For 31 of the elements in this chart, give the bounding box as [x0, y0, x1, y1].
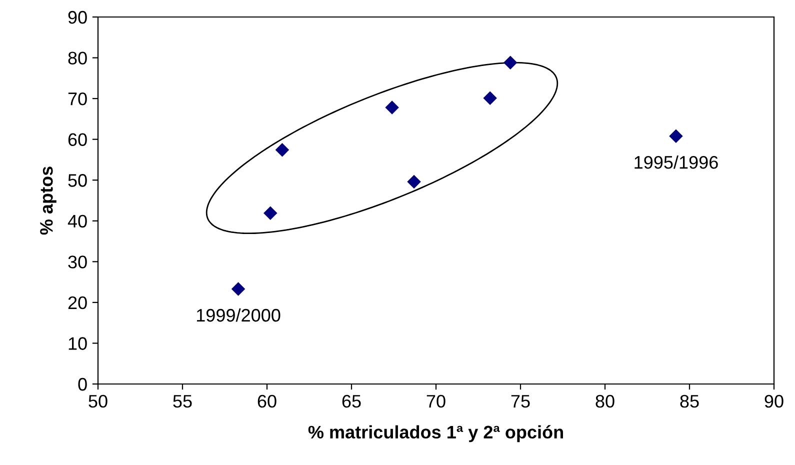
annotation: 1995/1996 [634, 156, 718, 169]
x-tick-label: 85 [680, 394, 699, 408]
x-tick-label: 60 [258, 394, 276, 408]
point [264, 206, 277, 220]
y-tick-label: 90 [68, 10, 87, 24]
y-tick-label: 60 [68, 133, 87, 146]
x-tick-label: 70 [426, 394, 446, 408]
point [276, 143, 289, 157]
x-axis-title: % matriculados 1ª y 2ª opción [308, 425, 563, 442]
y-tick-label: 0 [78, 378, 87, 391]
y-tick-label: 30 [68, 256, 87, 268]
x-tick-label: 90 [764, 394, 784, 408]
y-tick-label: 40 [68, 214, 87, 228]
point [669, 129, 683, 143]
x-tick-label: 75 [511, 395, 530, 408]
x-tick-label: 55 [173, 395, 192, 408]
y-tick-label: 10 [68, 337, 87, 350]
point [407, 175, 421, 188]
y-tick-label: 80 [68, 52, 87, 64]
annotation: 1999/2000 [196, 308, 280, 322]
point [232, 282, 245, 296]
point [504, 56, 517, 70]
y-tick-label: 50 [68, 174, 87, 187]
point [385, 100, 399, 114]
x-tick-label: 65 [342, 394, 361, 408]
y-tick-label: 70 [68, 92, 87, 106]
y-tick-label: 20 [68, 296, 87, 310]
point [483, 92, 497, 105]
y-axis-title: % aptos [40, 166, 56, 235]
x-tick-label: 80 [596, 394, 614, 408]
x-tick-label: 50 [88, 394, 108, 408]
